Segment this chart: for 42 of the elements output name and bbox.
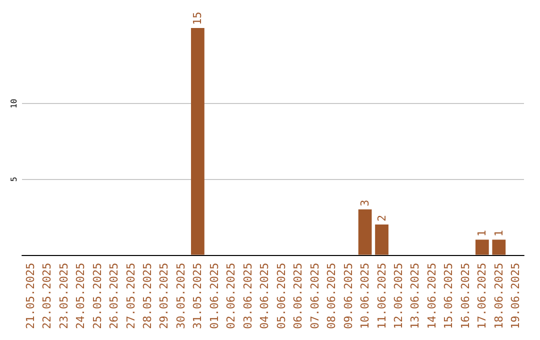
bar [358, 209, 372, 255]
bar [475, 240, 489, 255]
x-tick-label: 10.06.2025 [358, 262, 372, 330]
x-tick-label: 30.05.2025 [174, 262, 188, 330]
x-tick-label: 14.06.2025 [425, 262, 438, 330]
x-tick-label: 07.06.2025 [308, 262, 322, 330]
data-label: 2 [375, 214, 388, 222]
data-label: 1 [492, 230, 506, 237]
x-tick-label: 17.06.2025 [476, 262, 489, 330]
x-tick-label: 27.05.2025 [124, 262, 138, 330]
x-tick-label: 09.06.2025 [342, 262, 355, 330]
x-tick-label: 03.06.2025 [241, 262, 254, 330]
x-tick-label: 15.06.2025 [442, 262, 456, 330]
x-tick-label: 02.06.2025 [224, 262, 238, 330]
x-tick-label: 12.06.2025 [392, 262, 405, 330]
x-tick-label: 01.06.2025 [208, 262, 221, 330]
x-tick-label: 06.06.2025 [292, 262, 305, 330]
data-label: 1 [476, 230, 489, 237]
x-tick-label: 19.06.2025 [509, 262, 522, 330]
x-tick-label: 23.05.2025 [57, 262, 70, 330]
x-tick-label: 26.05.2025 [108, 262, 121, 330]
x-tick-label: 22.05.2025 [40, 262, 54, 330]
x-tick-label: 28.05.2025 [141, 262, 154, 330]
bar [191, 28, 204, 255]
data-label: 3 [358, 200, 372, 206]
x-tick-label: 13.06.2025 [408, 262, 422, 330]
data-label: 15 [191, 12, 204, 25]
x-tick-label: 31.05.2025 [191, 262, 204, 330]
x-tick-label: 04.06.2025 [258, 262, 272, 330]
x-tick-label: 24.05.2025 [74, 262, 88, 330]
bar [375, 224, 388, 255]
x-tick-label: 16.06.2025 [458, 262, 472, 330]
y-tick-label: 10 [10, 98, 18, 108]
x-tick-label: 25.05.2025 [90, 262, 104, 330]
y-tick-label: 5 [10, 176, 18, 182]
x-tick-label: 08.06.2025 [325, 262, 338, 330]
x-tick-label: 11.06.2025 [375, 262, 388, 330]
x-tick-label: 18.06.2025 [492, 262, 506, 330]
x-tick-label: 29.05.2025 [158, 262, 171, 330]
x-tick-label: 05.06.2025 [274, 262, 288, 330]
x-tick-label: 21.05.2025 [24, 262, 37, 330]
bar [492, 240, 506, 255]
